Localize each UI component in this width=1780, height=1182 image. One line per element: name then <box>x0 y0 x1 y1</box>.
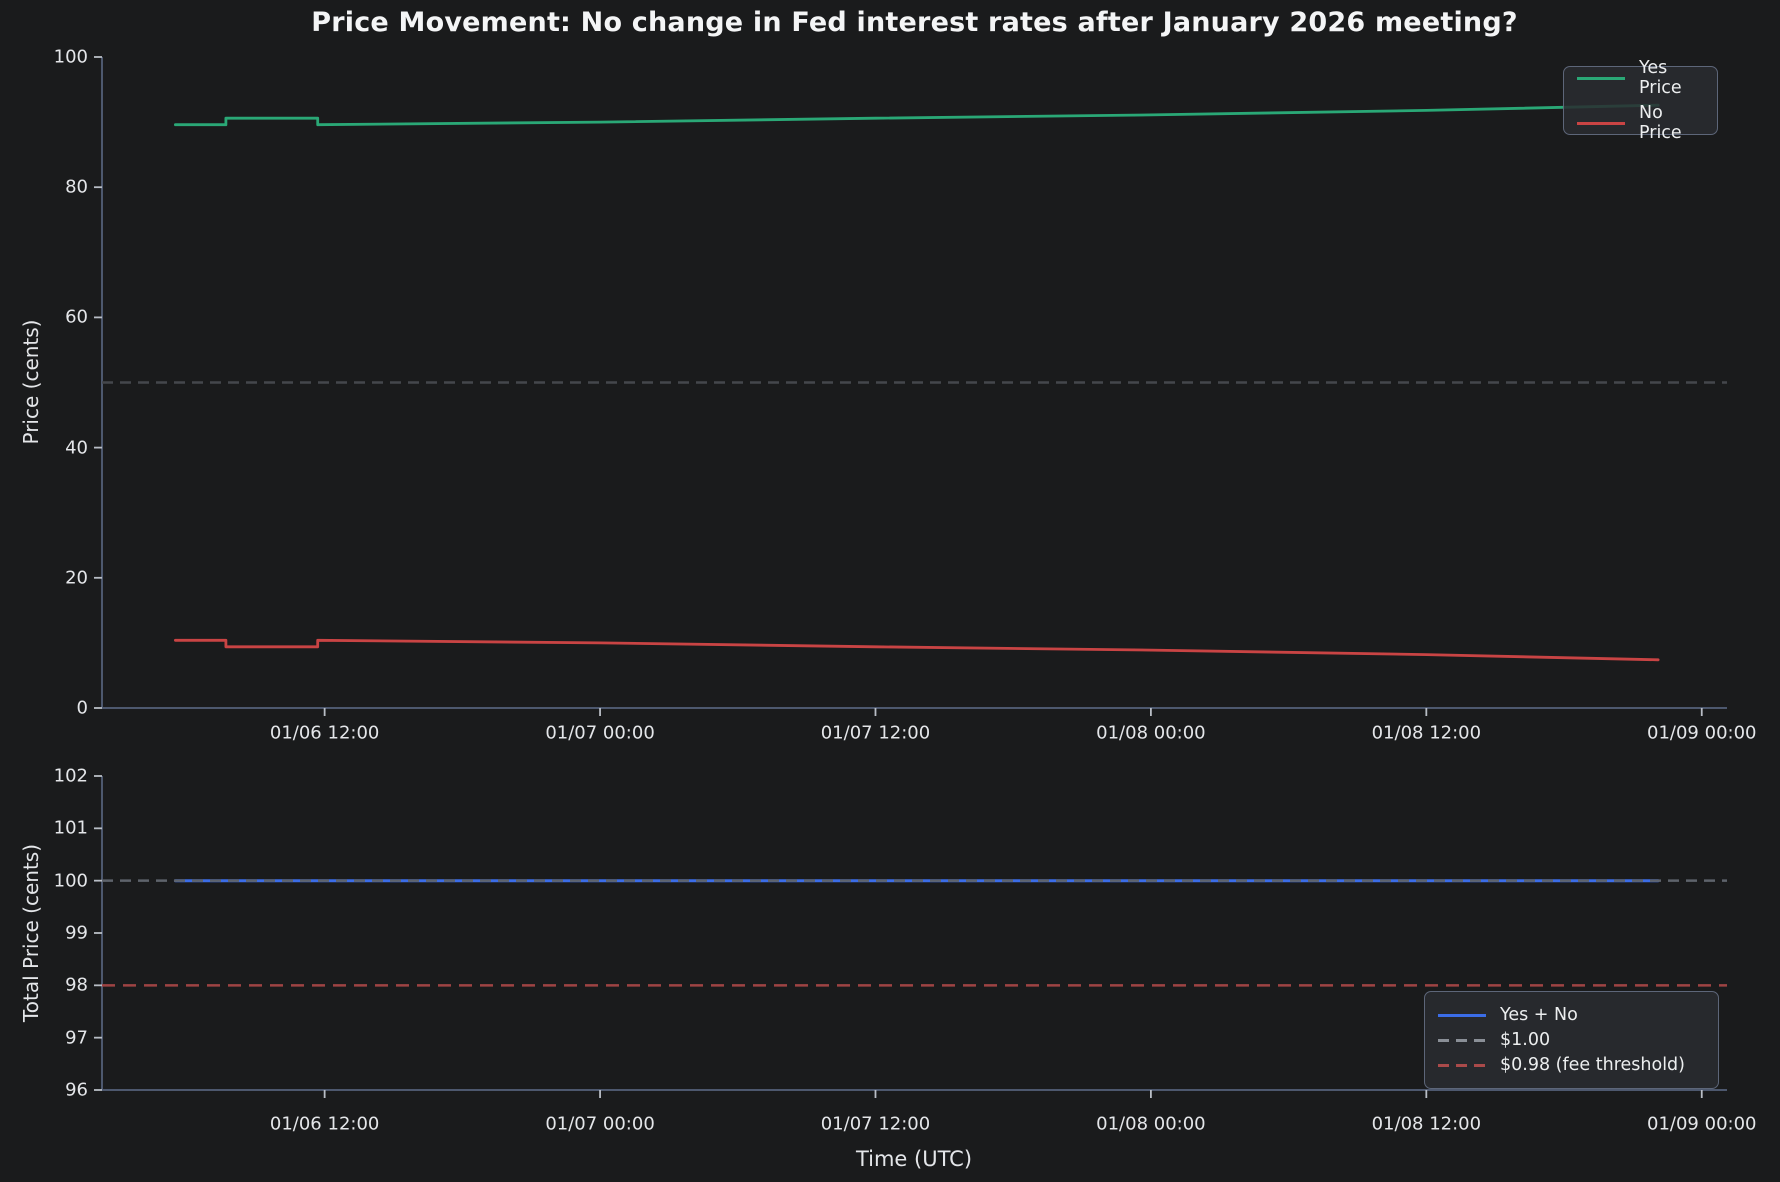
y-tick-label: 0 <box>76 697 88 719</box>
x-tick-label: 01/06 12:00 <box>269 1113 380 1135</box>
x-tick-label: 01/07 12:00 <box>820 1113 931 1135</box>
y-tick-label: 101 <box>53 817 88 839</box>
no-price-legend-line-icon <box>1577 121 1625 125</box>
y-tick-label: 60 <box>65 306 88 328</box>
y-tick-label: 100 <box>53 46 88 68</box>
one-dollar-legend-line-icon <box>1438 1038 1486 1042</box>
price-legend: Yes Price No Price <box>1563 58 1718 143</box>
y-tick-label: 99 <box>65 922 88 944</box>
x-tick-label: 01/09 00:00 <box>1647 722 1757 744</box>
y-tick-label: 96 <box>65 1079 88 1101</box>
legend-label: $0.98 (fee threshold) <box>1500 1055 1685 1075</box>
x-tick-label: 01/08 00:00 <box>1096 722 1206 744</box>
y-tick-label: 98 <box>65 974 88 996</box>
legend-item-total: Yes + No <box>1438 1005 1705 1025</box>
total-legend: Yes + No $1.00 $0.98 (fee threshold) <box>1424 991 1719 1089</box>
x-tick-label: 01/06 12:00 <box>269 722 380 744</box>
x-tick-label: 01/08 12:00 <box>1371 1113 1482 1135</box>
legend-label: $1.00 <box>1500 1030 1551 1050</box>
y-tick-label: 97 <box>65 1027 88 1049</box>
legend-item-no-price: No Price <box>1577 103 1704 143</box>
x-tick-label: 01/08 00:00 <box>1096 1113 1206 1135</box>
x-tick-label: 01/07 00:00 <box>545 722 655 744</box>
yes-price-line <box>173 103 1660 127</box>
total-price-axis-label: Total Price (cents) <box>19 843 43 1023</box>
legend-item-one-dollar: $1.00 <box>1438 1030 1705 1050</box>
time-axis-label: Time (UTC) <box>855 1147 973 1171</box>
x-tick-label: 01/09 00:00 <box>1647 1113 1757 1135</box>
y-tick-label: 102 <box>53 765 88 787</box>
yes-price-legend-line-icon <box>1577 76 1625 80</box>
y-tick-label: 40 <box>65 437 88 459</box>
x-tick-label: 01/07 12:00 <box>820 722 931 744</box>
legend-label: Yes Price <box>1639 58 1682 98</box>
total-legend-line-icon <box>1438 1013 1486 1017</box>
legend-label: Yes + No <box>1500 1005 1578 1025</box>
fee-threshold-legend-line-icon <box>1438 1063 1486 1067</box>
legend-label: No Price <box>1639 103 1682 143</box>
x-tick-label: 01/07 00:00 <box>545 1113 655 1135</box>
legend-item-fee-threshold: $0.98 (fee threshold) <box>1438 1055 1705 1075</box>
no-price-line <box>173 638 1660 662</box>
y-tick-label: 100 <box>53 870 88 892</box>
legend-item-yes-price: Yes Price <box>1577 58 1704 98</box>
y-tick-label: 20 <box>65 567 88 589</box>
y-tick-label: 80 <box>65 176 88 198</box>
price-axis-label: Price (cents) <box>19 319 43 445</box>
chart-title: Price Movement: No change in Fed interes… <box>311 7 1518 38</box>
x-tick-label: 01/08 12:00 <box>1371 722 1482 744</box>
